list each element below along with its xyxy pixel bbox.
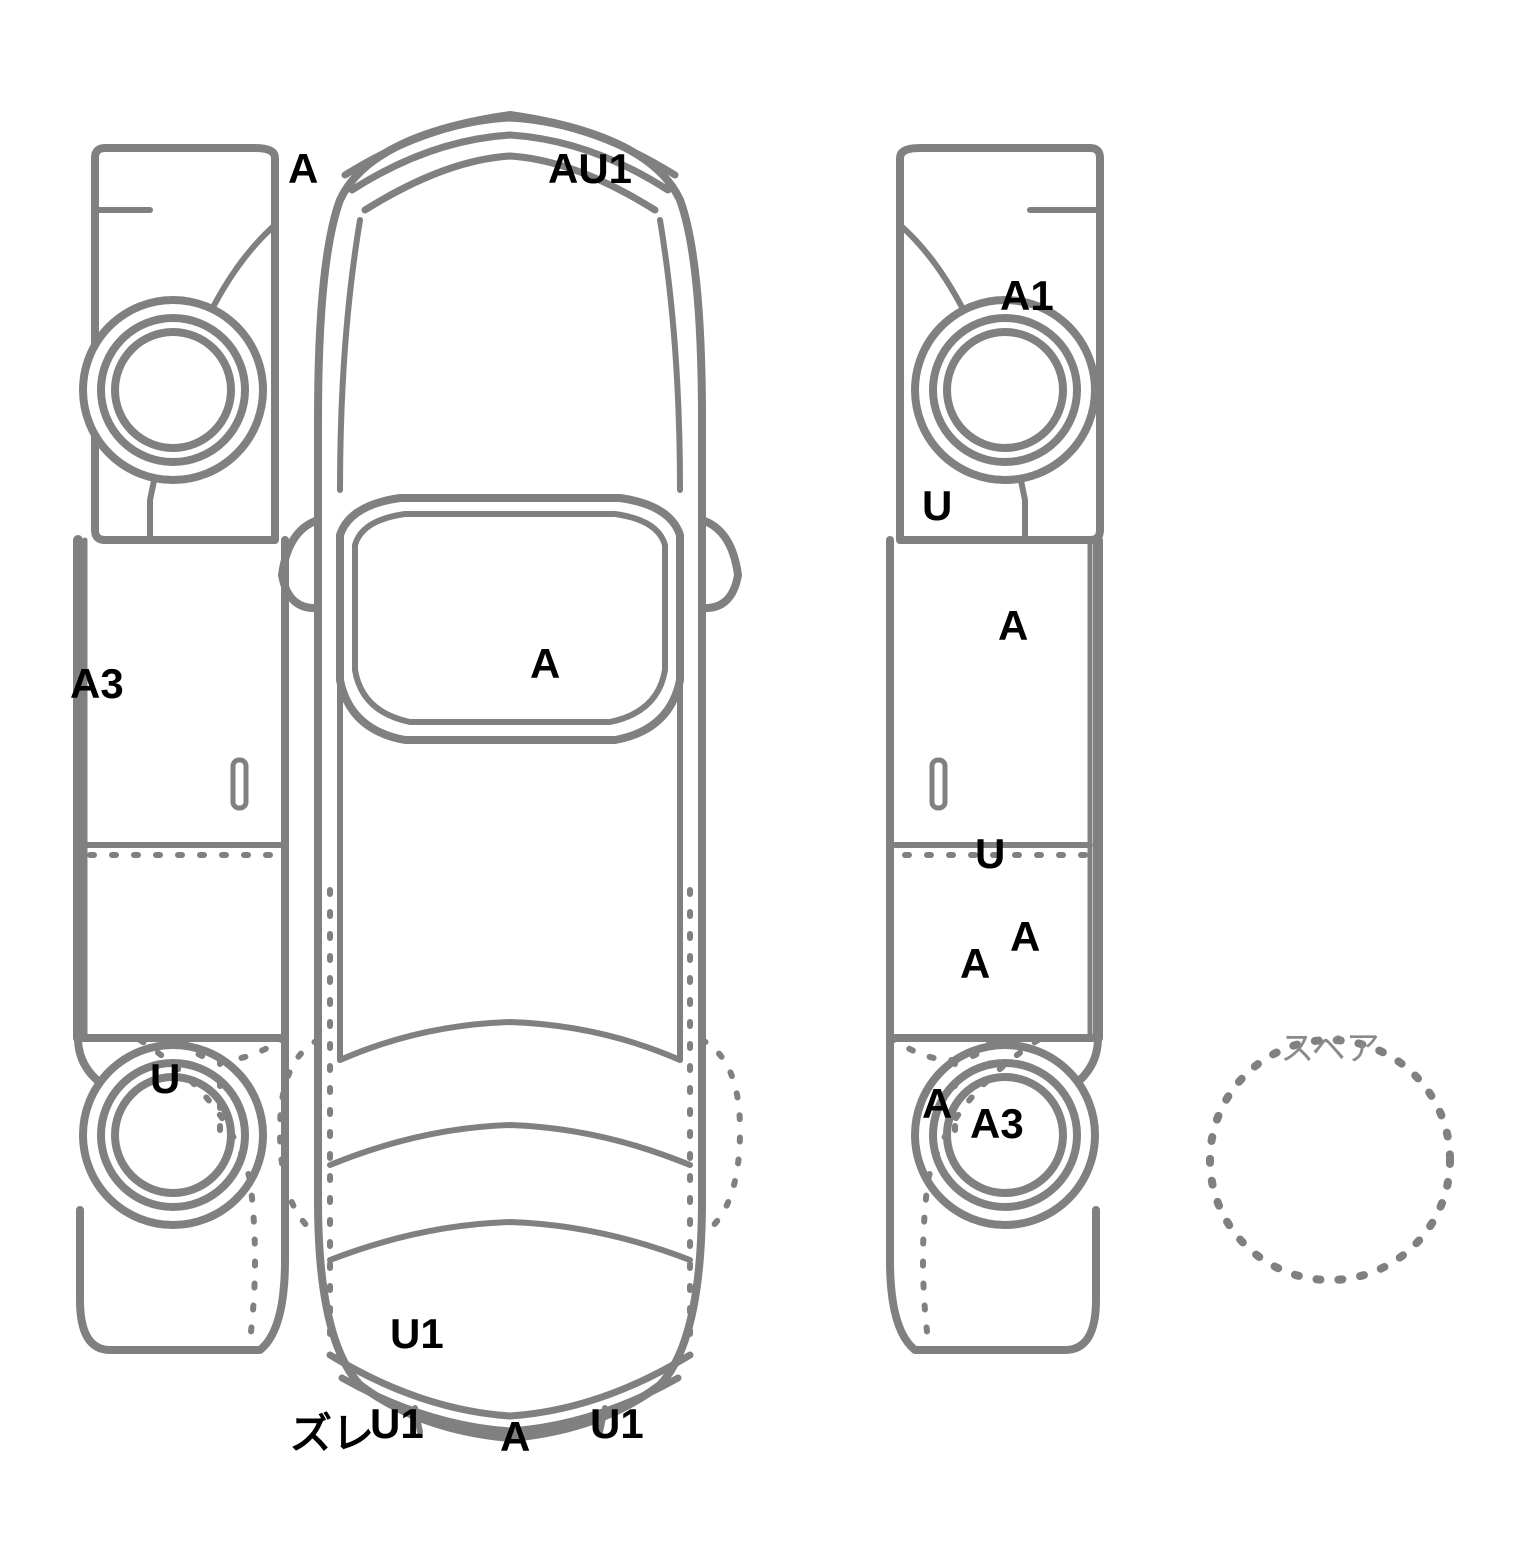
damage-label: A — [960, 940, 990, 988]
damage-label: A1 — [1000, 272, 1054, 320]
damage-label: U1 — [590, 1400, 644, 1448]
damage-label: A — [1010, 913, 1040, 961]
damage-label: U — [922, 482, 952, 530]
damage-label: AU1 — [548, 145, 632, 193]
damage-label: A — [530, 640, 560, 688]
damage-label: A — [288, 145, 318, 193]
damage-label: A3 — [970, 1100, 1024, 1148]
damage-label: A — [500, 1413, 530, 1461]
damage-label: A — [998, 602, 1028, 650]
spare-tire — [1210, 1040, 1450, 1280]
vehicle-outline-svg: スペア — [0, 0, 1536, 1568]
right-side-view — [890, 148, 1100, 1350]
vehicle-damage-diagram: スペア AAU1A1UAAA3UAAUAA3U1ズレU1AU1 — [0, 0, 1536, 1568]
left-side-view — [78, 148, 285, 1350]
damage-label: A — [922, 1080, 952, 1128]
damage-label: U1 — [390, 1310, 444, 1358]
damage-label: ズレ — [290, 1400, 374, 1461]
damage-label: A3 — [70, 660, 124, 708]
damage-label: U1 — [370, 1400, 424, 1448]
top-view — [282, 115, 738, 1438]
damage-label: U — [150, 1055, 180, 1103]
spare-tire-label: スペア — [1280, 1030, 1380, 1068]
top-view-dotted — [280, 890, 740, 1340]
damage-label: U — [975, 830, 1005, 878]
